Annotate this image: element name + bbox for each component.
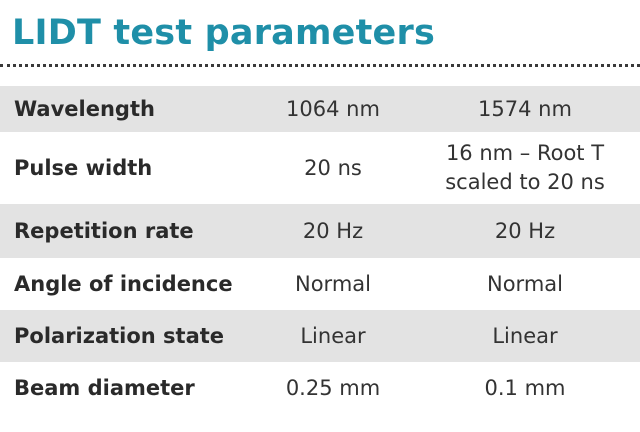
row-value-1574: Normal xyxy=(410,270,640,299)
dotted-divider xyxy=(0,64,640,67)
row-label: Beam diameter xyxy=(14,376,195,400)
row-value-1064: 20 Hz xyxy=(302,218,364,243)
row-value-1574: Linear xyxy=(410,322,640,351)
row-label: Wavelength xyxy=(14,97,155,121)
table-row-angle-of-incidence: Angle of incidence Normal Normal xyxy=(0,258,640,310)
row-value-1574: 1574 nm xyxy=(410,95,640,124)
row-value-1064: Normal xyxy=(295,271,371,296)
value-text: 20 Hz xyxy=(494,218,556,243)
row-value-1064: 1064 nm xyxy=(286,96,380,121)
value-text-line-1: 16 nm – Root T xyxy=(445,141,605,165)
value-text: Normal xyxy=(487,271,563,296)
row-label: Polarization state xyxy=(14,324,225,348)
row-value-1064: Linear xyxy=(300,323,366,348)
row-value-1574: 16 nm – Root T scaled to 20 ns xyxy=(410,139,640,197)
value-text: Linear xyxy=(492,323,558,348)
value-text: 0.1 mm xyxy=(484,375,566,400)
row-value-1064: 0.25 mm xyxy=(285,375,381,400)
row-value-1064: 20 ns xyxy=(304,155,362,180)
row-value-1574: 20 Hz xyxy=(410,217,640,246)
row-value-1574: 0.1 mm xyxy=(410,374,640,403)
table-row-polarization-state: Polarization state Linear Linear xyxy=(0,310,640,362)
table-row-repetition-rate: Repetition rate 20 Hz 20 Hz xyxy=(0,204,640,258)
row-label: Pulse width xyxy=(14,156,153,180)
table-row-wavelength: Wavelength 1064 nm 1574 nm xyxy=(0,86,640,132)
value-text: 1574 nm xyxy=(478,96,572,121)
row-label: Repetition rate xyxy=(14,219,194,243)
page-title: LIDT test parameters xyxy=(12,13,435,53)
value-text-line-2: scaled to 20 ns xyxy=(445,170,605,194)
table-row-beam-diameter: Beam diameter 0.25 mm 0.1 mm xyxy=(0,362,640,414)
row-label: Angle of incidence xyxy=(14,272,233,296)
table-row-pulse-width: Pulse width 20 ns 16 nm – Root T scaled … xyxy=(0,132,640,204)
parameters-table: Wavelength 1064 nm 1574 nm Pulse width 2… xyxy=(0,86,640,414)
